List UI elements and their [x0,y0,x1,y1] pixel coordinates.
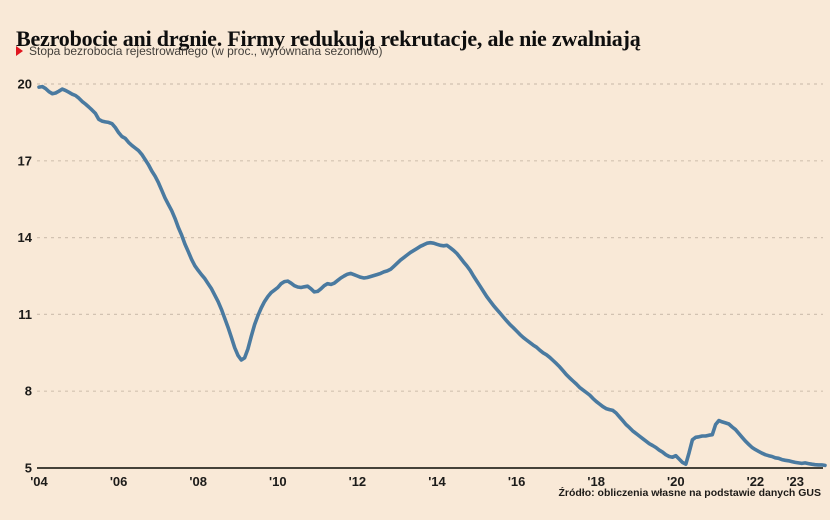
page-title: Bezrobocie ani drgnie. Firmy redukują re… [16,25,641,51]
y-tick-label: 14 [18,230,33,245]
x-tick-label: '20 [667,474,685,489]
x-tick-label: '22 [747,474,765,489]
chart-subtitle-row: Stopa bezrobocia rejestrowanego (w proc.… [16,44,383,58]
y-tick-label: 8 [25,384,32,399]
x-tick-label: '04 [30,474,48,489]
y-tick-label: 20 [18,77,32,92]
x-tick-label: '10 [269,474,287,489]
chart-subtitle: Stopa bezrobocia rejestrowanego (w proc.… [29,44,383,58]
x-tick-label: '12 [349,474,367,489]
unemployment-rate-line [37,84,827,468]
y-tick-label: 5 [25,461,32,476]
x-tick-label: '14 [428,474,446,489]
source-note: Źródło: obliczenia własne na podstawie d… [558,487,821,499]
red-triangle-icon [16,46,23,56]
y-tick-label: 11 [18,307,32,322]
x-tick-label: '23 [786,474,804,489]
x-tick-label: '06 [110,474,128,489]
x-tick-label: '08 [189,474,207,489]
x-tick-label: '16 [508,474,526,489]
x-tick-label: '18 [587,474,605,489]
y-tick-label: 17 [18,153,32,168]
